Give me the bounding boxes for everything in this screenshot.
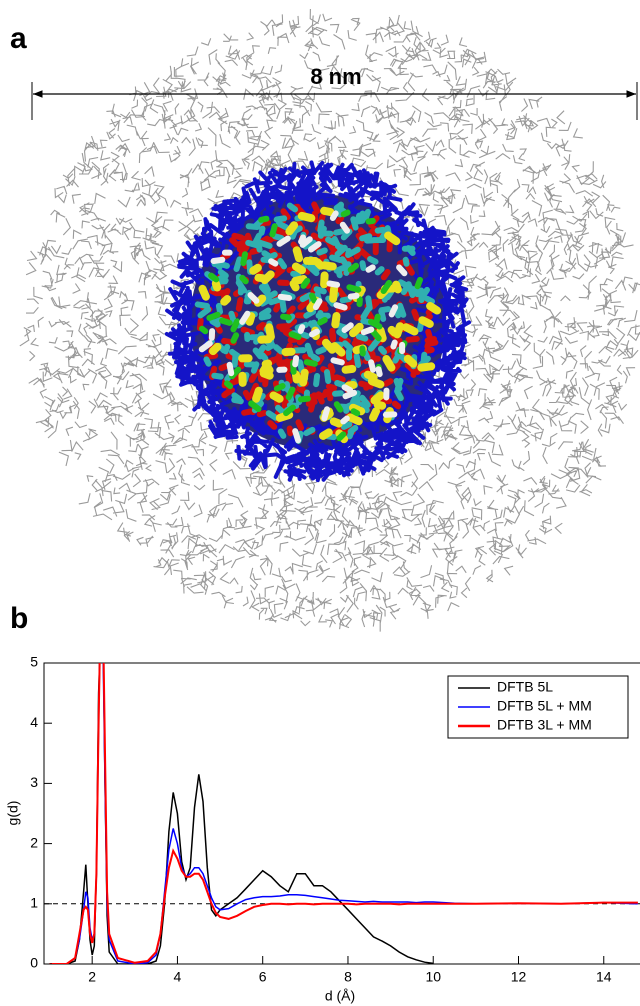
scale-label: 8 nm xyxy=(310,64,361,89)
legend-label: DFTB 5L xyxy=(497,679,553,695)
x-tick-label: 12 xyxy=(511,969,527,985)
atoms xyxy=(198,210,408,444)
series-line xyxy=(49,663,638,964)
panel-label: a xyxy=(10,22,27,55)
molecular-render xyxy=(19,8,640,632)
x-tick-label: 6 xyxy=(259,969,267,985)
atoms xyxy=(199,209,423,442)
x-tick-label: 14 xyxy=(596,969,612,985)
x-tick-label: 10 xyxy=(425,969,441,985)
y-tick-label: 1 xyxy=(30,895,38,911)
y-tick-label: 0 xyxy=(30,955,38,971)
y-tick-label: 2 xyxy=(30,834,38,850)
y-tick-label: 3 xyxy=(30,774,38,790)
plot-frame xyxy=(43,662,640,965)
plot-area xyxy=(44,663,640,964)
series-line xyxy=(49,663,638,964)
x-tick-label: 4 xyxy=(174,969,182,985)
x-axis-label: d (Å) xyxy=(325,988,355,1004)
x-tick-label: 8 xyxy=(344,969,352,985)
x-tick-label: 2 xyxy=(88,969,96,985)
panel-label: b xyxy=(10,602,28,635)
y-tick-label: 5 xyxy=(30,654,38,670)
legend-label: DFTB 5L + MM xyxy=(497,698,592,714)
y-axis-label: g(d) xyxy=(5,801,21,826)
legend-label: DFTB 3L + MM xyxy=(497,717,592,733)
y-tick-label: 4 xyxy=(30,714,38,730)
